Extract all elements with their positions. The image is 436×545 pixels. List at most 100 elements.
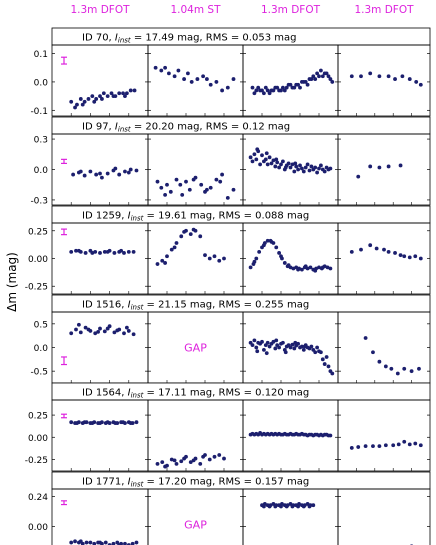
data-point <box>167 71 171 76</box>
data-point <box>395 371 400 376</box>
data-point <box>363 336 368 340</box>
data-point <box>305 162 310 167</box>
data-point <box>248 155 253 160</box>
data-point <box>179 459 184 464</box>
data-point <box>123 169 127 174</box>
data-point <box>262 347 266 352</box>
data-point <box>273 164 278 169</box>
panel-frame <box>51 44 149 117</box>
data-point <box>131 249 136 254</box>
data-point <box>188 460 193 465</box>
data-point <box>383 443 388 448</box>
data-point <box>330 80 335 84</box>
data-point <box>252 152 257 157</box>
panel-frame <box>242 44 339 117</box>
data-point <box>98 540 102 545</box>
data-point <box>201 74 206 79</box>
data-point <box>271 158 276 163</box>
data-point <box>155 262 160 266</box>
data-point <box>368 71 373 76</box>
gap-label: GAP <box>184 342 207 355</box>
data-point <box>281 159 285 164</box>
data-point <box>174 241 179 245</box>
row-title: ID 1259, Iinst = 19.61 mag, RMS = 0.088 … <box>82 211 309 223</box>
data-point <box>212 254 217 259</box>
data-point <box>320 357 325 362</box>
data-point <box>231 187 236 192</box>
data-point <box>212 454 217 459</box>
data-point <box>265 238 270 243</box>
data-point <box>324 71 329 76</box>
data-point <box>296 267 300 272</box>
data-point <box>386 249 391 254</box>
data-point <box>117 91 122 96</box>
data-point <box>296 504 300 509</box>
data-point <box>109 91 114 96</box>
row-title: ID 97, Iinst = 20.20 mag, RMS = 0.12 mag <box>82 122 290 134</box>
data-point <box>326 364 331 369</box>
panel-frame <box>51 311 149 384</box>
data-point <box>254 88 259 93</box>
data-point <box>288 345 293 350</box>
data-point <box>290 85 295 90</box>
data-point <box>207 457 212 462</box>
data-point <box>159 68 164 73</box>
data-point <box>320 74 325 79</box>
data-point <box>75 102 79 107</box>
data-point <box>172 458 177 463</box>
data-point <box>359 247 363 252</box>
y-tick-label: 0.24 <box>28 493 48 503</box>
data-point <box>286 263 291 268</box>
data-point <box>76 248 81 253</box>
data-point <box>255 349 260 354</box>
data-point <box>98 171 102 176</box>
panel-frame <box>337 44 431 117</box>
data-point <box>231 77 236 81</box>
panel-frame <box>337 222 431 295</box>
data-point <box>286 82 291 87</box>
data-point <box>191 227 196 232</box>
data-point <box>291 266 296 271</box>
data-point <box>315 71 319 76</box>
y-tick-label: 0.25 <box>28 227 48 237</box>
data-point <box>123 541 127 545</box>
data-point <box>265 88 270 93</box>
y-tick-label: 0.3 <box>34 136 48 146</box>
y-tick-label: 0.0 <box>34 166 49 176</box>
data-point <box>69 249 74 254</box>
data-point <box>105 94 110 99</box>
data-point <box>78 539 83 544</box>
data-point <box>100 97 104 101</box>
data-point <box>260 88 264 93</box>
data-point <box>293 161 298 166</box>
data-point <box>324 355 329 359</box>
data-point <box>102 329 107 334</box>
data-point <box>98 94 102 99</box>
data-point <box>86 327 91 332</box>
data-point <box>267 91 272 96</box>
y-tick-label: 0.00 <box>28 434 48 444</box>
data-point <box>195 77 200 81</box>
data-point <box>96 329 100 334</box>
data-point <box>122 331 126 336</box>
row-title: ID 1516, Iinst = 21.15 mag, RMS = 0.255 … <box>82 300 309 312</box>
y-axis-label-text: Δm (mag) <box>5 252 19 312</box>
data-point <box>398 163 403 168</box>
data-point <box>301 504 306 509</box>
data-point <box>386 74 391 79</box>
panel-frame <box>242 488 339 545</box>
data-point <box>191 458 196 463</box>
data-point <box>377 165 382 170</box>
data-point <box>267 504 272 509</box>
data-point <box>398 253 403 258</box>
data-point <box>319 68 323 73</box>
data-point <box>407 255 412 260</box>
data-point <box>94 97 99 101</box>
data-point <box>188 232 193 236</box>
data-point <box>73 539 77 544</box>
data-point <box>303 264 308 269</box>
data-point <box>391 443 396 448</box>
panel-frame <box>337 488 431 545</box>
data-point <box>307 504 312 509</box>
data-point <box>396 442 401 447</box>
